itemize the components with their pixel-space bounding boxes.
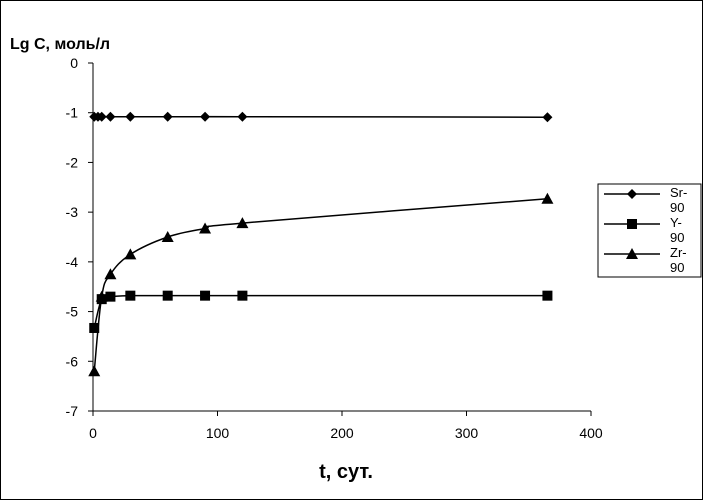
series-y-90-line (93, 294, 548, 329)
series-sr-90 (89, 111, 553, 123)
legend-triangle-marker (626, 248, 638, 259)
series-zr-90-point (104, 268, 117, 280)
legend-label-line: 90 (670, 260, 684, 275)
x-tick-label: 100 (206, 425, 230, 441)
series-y-90-point (125, 290, 136, 301)
series-sr-90-line (94, 115, 548, 118)
series-sr-90-point (200, 111, 211, 122)
x-tick-label: 300 (455, 425, 479, 441)
series-zr-90-point (236, 217, 249, 229)
legend-item-sr-90: Sr-90 (604, 185, 687, 215)
legend-item-y-90: Y-90 (604, 215, 684, 245)
series-sr-90-point (237, 111, 248, 122)
series-y-90-point (237, 290, 248, 301)
y-tick-label: -5 (66, 304, 79, 320)
series-sr-90-point (105, 111, 116, 122)
series-y-90-point (200, 290, 211, 301)
y-tick-label: -4 (66, 254, 79, 270)
series-zr-90 (88, 192, 554, 377)
series-layer (88, 111, 554, 377)
y-axis-title: Lg C, моль/л (10, 36, 110, 53)
legend-label-line: 90 (670, 200, 684, 215)
x-tick-label: 200 (330, 425, 354, 441)
series-y-90-point (542, 290, 553, 301)
legend-label-line: Sr- (670, 185, 687, 200)
y-tick-label: 0 (70, 55, 78, 71)
series-zr-90-point (124, 248, 137, 260)
legend-box (597, 183, 702, 278)
legend-square-marker (627, 219, 637, 229)
series-sr-90-point (162, 111, 173, 122)
legend-label-line: 90 (670, 230, 684, 245)
legend-item-zr-90: Zr-90 (604, 245, 687, 275)
y-tick-label: -2 (66, 154, 79, 170)
series-zr-90-line (93, 197, 548, 372)
x-axis-title: t, сут. (319, 461, 373, 483)
legend-label-line: Y- (670, 215, 682, 230)
y-tick-label: -6 (66, 353, 79, 369)
series-sr-90-point (125, 111, 136, 122)
series-zr-90-point (161, 231, 174, 242)
series-y-90-point (89, 322, 100, 333)
series-zr-90-point (199, 222, 212, 234)
series-zr-90-point (95, 290, 108, 302)
x-tick-label: 0 (89, 425, 97, 441)
axes: 0 -1 -2 -3 -4 -5 -6 -7 0 100 200 300 400 (66, 55, 603, 441)
x-tick-label: 400 (579, 425, 603, 441)
y-tick-label: -7 (66, 403, 79, 419)
legend-label: Zr-90 (670, 245, 687, 275)
legend-label: Y-90 (670, 215, 684, 245)
y-tick-label: -1 (66, 105, 79, 121)
legend-label: Sr-90 (670, 185, 687, 215)
series-y-90-point (105, 291, 116, 302)
series-sr-90-point (542, 112, 553, 123)
series-y-90 (89, 290, 553, 333)
series-sr-90-point (96, 111, 107, 122)
series-zr-90-point (541, 192, 554, 204)
series-zr-90-point (88, 365, 101, 377)
legend-diamond-marker (627, 189, 637, 199)
y-tick-label: -3 (66, 204, 79, 220)
legend-label-line: Zr- (670, 245, 687, 260)
series-y-90-point (162, 290, 173, 301)
